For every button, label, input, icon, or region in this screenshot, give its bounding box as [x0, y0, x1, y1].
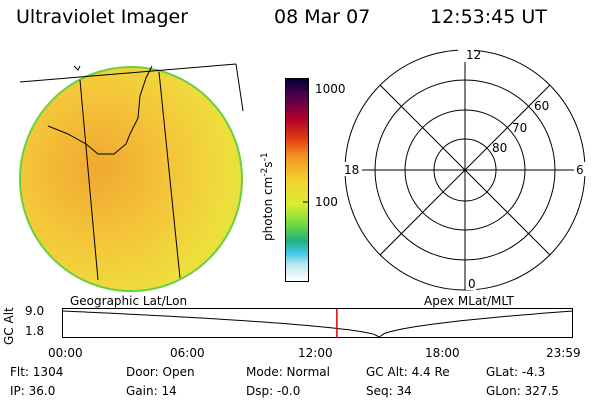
ip-readout: IP: 36.0 [10, 384, 56, 398]
lat-label-60: 60 [534, 99, 549, 113]
time-label: 12:53:45 UT [430, 6, 547, 28]
colorbar [285, 78, 309, 282]
lat-line [19, 63, 237, 83]
orbit-axis-label: GC Alt [2, 307, 16, 345]
lon-line [158, 71, 181, 279]
orbit-ymax: 9.0 [25, 304, 45, 318]
lat-label-80: 80 [492, 141, 507, 155]
mlt-label-12: 12 [466, 48, 481, 62]
colorbar-tick-1000: 1000 [315, 82, 346, 96]
orbit-xtick-2: 12:00 [298, 346, 333, 360]
apex-label: Apex MLat/MLT [424, 294, 514, 308]
orbit-xtick-4: 23:59 [546, 346, 581, 360]
orbit-xtick-1: 06:00 [170, 346, 205, 360]
orbit-plot [62, 308, 574, 338]
lat-label-70: 70 [512, 121, 527, 135]
lon-line [79, 79, 99, 281]
seq-readout: Seq: 34 [366, 384, 412, 398]
mlt-label-18: 18 [344, 163, 359, 177]
orbit-xtick-0: 00:00 [48, 346, 83, 360]
date-label: 08 Mar 07 [274, 6, 371, 28]
mode-readout: Mode: Normal [246, 365, 330, 379]
glon-readout: GLon: 327.5 [486, 384, 559, 398]
flight-readout: Flt: 1304 [10, 365, 64, 379]
instrument-title: Ultraviolet Imager [16, 6, 189, 28]
earth-disk [19, 66, 243, 292]
orbit-ymin: 1.8 [25, 324, 45, 338]
uv-image-geographic [19, 63, 244, 292]
door-readout: Door: Open [126, 365, 195, 379]
colorbar-unit-label: photon cm-2s-1 [260, 152, 275, 241]
coastline [47, 65, 153, 155]
orbit-altitude-curve [62, 310, 574, 338]
mlt-label-0: 0 [468, 277, 476, 291]
mlt-label-6: 6 [576, 163, 584, 177]
glat-readout: GLat: -4.3 [486, 365, 546, 379]
gain-readout: Gain: 14 [126, 384, 177, 398]
colorbar-tick-100: 100 [315, 195, 338, 209]
gc-alt-readout: GC Alt: 4.4 Re [366, 365, 450, 379]
orbit-xtick-3: 18:00 [425, 346, 460, 360]
polar-grid: 12 18 6 0 60 70 80 [342, 48, 586, 291]
geographic-label: Geographic Lat/Lon [70, 294, 188, 308]
dsp-readout: Dsp: -0.0 [246, 384, 301, 398]
